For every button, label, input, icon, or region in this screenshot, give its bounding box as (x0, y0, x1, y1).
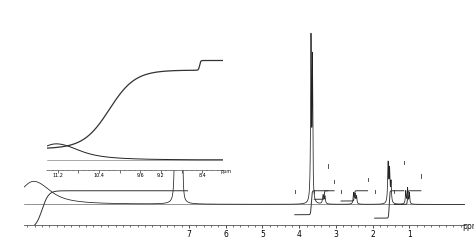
Text: ppm: ppm (220, 169, 231, 174)
Text: ppm: ppm (463, 222, 474, 230)
